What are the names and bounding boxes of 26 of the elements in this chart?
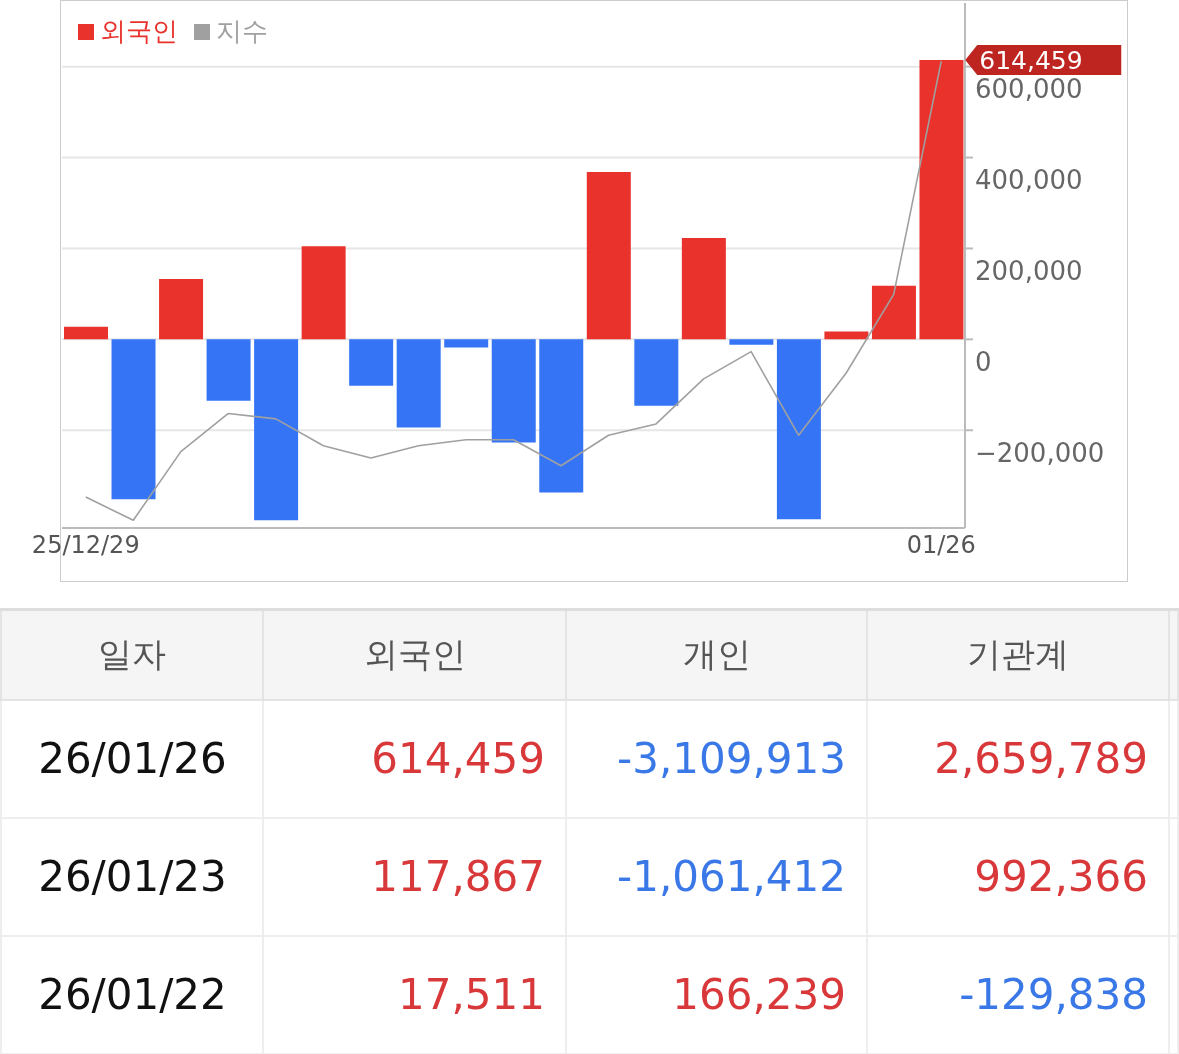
text: 614,459	[371, 734, 545, 783]
text: -129,838	[959, 970, 1148, 1019]
text: 2,659,789	[934, 734, 1148, 783]
x-tick-label: 01/26	[906, 531, 976, 560]
legend-label: 외국인	[99, 15, 178, 48]
y-tick-label: 400,000	[975, 164, 1083, 195]
category-label: 일자	[1, 609, 263, 700]
y-tick-label: 0	[975, 346, 992, 377]
text: 992,366	[974, 852, 1148, 901]
category-label: 외국인	[263, 609, 566, 700]
y-tick-label: 600,000	[975, 73, 1083, 104]
text: 26/01/22	[38, 970, 227, 1019]
text: 17,511	[398, 970, 545, 1019]
legend-label: 지수	[215, 15, 268, 48]
y-tick-label: 200,000	[975, 255, 1083, 286]
text: 117,867	[371, 852, 545, 901]
category-label: 기관계	[867, 609, 1169, 700]
text: 166,239	[672, 970, 846, 1019]
text: -1,061,412	[617, 852, 846, 901]
x-tick-label: 25/12/29	[31, 531, 140, 560]
text: 26/01/26	[38, 734, 227, 783]
category-label: 개인	[566, 609, 867, 700]
y-tick-label: −200,000	[975, 437, 1105, 468]
text: -3,109,913	[617, 734, 846, 783]
text: 26/01/23	[38, 852, 227, 901]
annotation: 614,459	[979, 46, 1083, 76]
